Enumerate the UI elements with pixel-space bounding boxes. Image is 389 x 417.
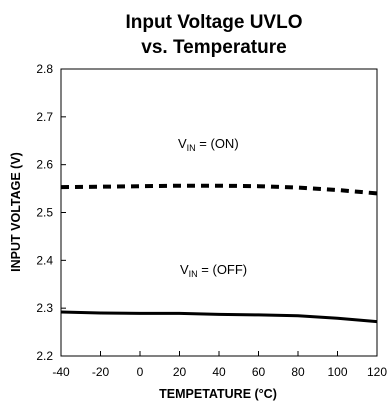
y-tick-label: 2.8	[36, 62, 53, 76]
x-tick-label: 100	[327, 365, 347, 379]
y-tick-label: 2.2	[36, 349, 53, 363]
x-tick-label: -40	[52, 365, 70, 379]
x-tick-label: 60	[252, 365, 266, 379]
y-axis: 2.2 2.3 2.4 2.5 2.6 2.7 2.8	[36, 62, 66, 363]
y-tick-label: 2.6	[36, 158, 53, 172]
x-axis: -40 -20 0 20 40 60 80 100 120	[52, 351, 387, 379]
chart-title-line-2: vs. Temperature	[141, 37, 286, 58]
x-tick-label: 20	[173, 365, 187, 379]
series-line-vin-on	[60, 183, 378, 196]
series-layer	[60, 183, 378, 324]
x-tick-label: -20	[92, 365, 110, 379]
x-axis-label: TEMPETATURE (°C)	[159, 387, 277, 401]
chart-title-line-1: Input Voltage UVLO	[126, 12, 303, 33]
series-label-on: VIN = (ON)	[178, 136, 239, 153]
y-tick-label: 2.3	[36, 301, 53, 315]
series-line-vin-off	[60, 310, 378, 324]
y-tick-label: 2.5	[36, 206, 53, 220]
y-tick-label: 2.4	[36, 253, 53, 267]
x-tick-label: 120	[367, 365, 387, 379]
y-axis-label: INPUT VOLTAGE (V)	[9, 152, 23, 272]
y-tick-label: 2.7	[36, 110, 53, 124]
series-label-off: VIN = (OFF)	[180, 262, 247, 279]
x-tick-label: 0	[137, 365, 144, 379]
x-tick-label: 40	[212, 365, 226, 379]
x-tick-label: 80	[291, 365, 305, 379]
